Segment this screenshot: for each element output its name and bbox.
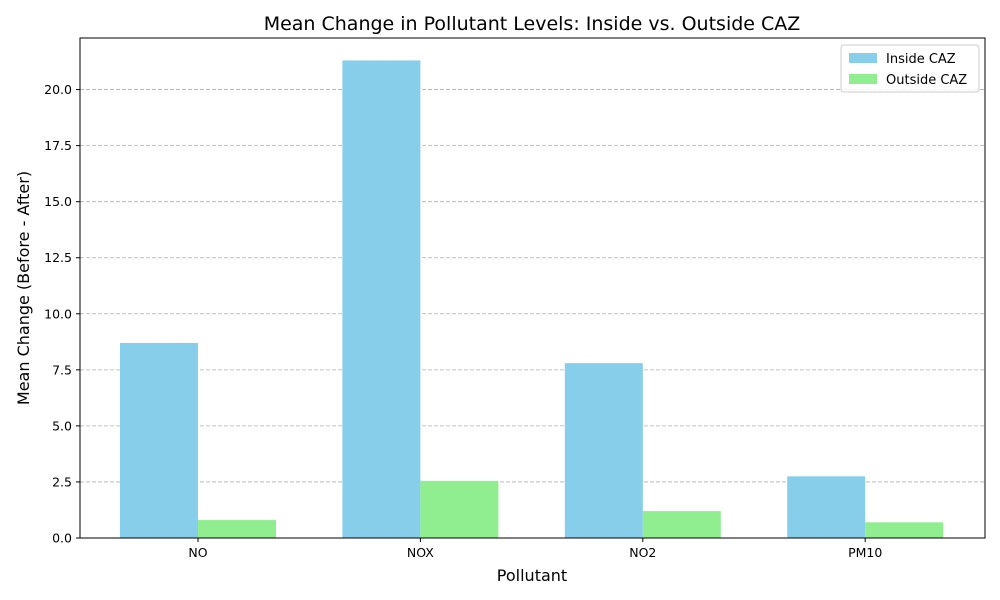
bar-outside-caz-no	[198, 520, 276, 538]
y-tick-label: 0.0	[52, 531, 72, 546]
y-axis-ticks: 0.0 2.5 5.0 7.5 10.0 12.5 15.0 17.5 20.0	[44, 82, 80, 546]
chart-title: Mean Change in Pollutant Levels: Inside …	[264, 13, 801, 35]
x-axis-ticks: NO NOX NO2 PM10	[188, 538, 882, 560]
bar-outside-caz-nox	[420, 480, 499, 538]
bar-inside-caz-no	[120, 342, 198, 538]
bar-inside-caz-no2	[564, 363, 643, 538]
grid-lines	[80, 89, 985, 483]
plot-frame	[79, 37, 986, 539]
bars	[120, 60, 944, 539]
x-tick-label: NOX	[407, 545, 434, 560]
y-tick-label: 17.5	[44, 138, 72, 153]
y-tick-label: 20.0	[44, 82, 72, 97]
legend-label: Inside CAZ	[886, 52, 956, 67]
y-tick-label: 2.5	[52, 474, 72, 489]
y-tick-label: 10.0	[44, 306, 72, 321]
bar-inside-caz-pm10	[787, 476, 866, 538]
y-tick-label: 15.0	[44, 194, 72, 209]
bar-inside-caz-nox	[342, 60, 421, 539]
bar-outside-caz-no2	[642, 511, 721, 538]
y-axis-label: Mean Change (Before - After)	[14, 171, 33, 405]
x-tick-label: NO	[188, 545, 207, 560]
x-axis-label: Pollutant	[497, 566, 567, 585]
bar-outside-caz-pm10	[865, 522, 944, 538]
x-tick-label: NO2	[629, 545, 656, 560]
y-tick-label: 5.0	[52, 418, 72, 433]
legend-swatch	[849, 74, 877, 84]
x-tick-label: PM10	[848, 545, 882, 560]
y-tick-label: 7.5	[52, 362, 72, 377]
y-tick-label: 12.5	[44, 250, 72, 265]
legend-label: Outside CAZ	[886, 73, 967, 88]
legend: Inside CAZ Outside CAZ	[840, 44, 980, 93]
legend-swatch	[849, 53, 877, 63]
